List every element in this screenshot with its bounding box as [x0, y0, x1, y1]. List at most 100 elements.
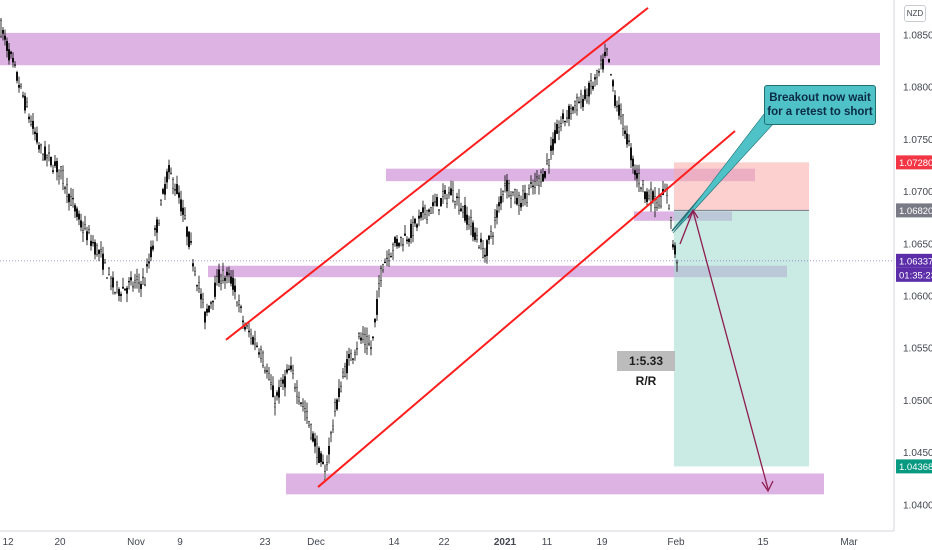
candle-body [174, 189, 176, 191]
candle [420, 211, 422, 221]
candle [332, 419, 334, 434]
candle [32, 113, 34, 135]
candle [448, 186, 450, 199]
candle-body [164, 184, 166, 195]
candle-body [560, 123, 562, 127]
candle-body [230, 276, 232, 284]
candle-body [608, 58, 610, 63]
candle [436, 193, 438, 207]
candle [258, 348, 260, 358]
candle [484, 247, 486, 263]
candle-body [512, 191, 514, 193]
candle-body [632, 158, 634, 167]
candle-body [350, 353, 352, 361]
retest-arrowhead [687, 208, 699, 219]
candle [16, 70, 18, 84]
candle-body [456, 196, 458, 198]
candle [326, 455, 328, 471]
candle [430, 206, 432, 214]
candle [142, 268, 144, 285]
candle-body [462, 206, 464, 213]
candle-body [232, 277, 234, 290]
stop-loss-zone [674, 162, 809, 211]
candle [8, 43, 10, 65]
candle-body [418, 215, 420, 219]
candle-body [344, 366, 346, 377]
candle [126, 285, 128, 303]
candle-body [528, 188, 530, 196]
candle [168, 159, 170, 180]
candle [656, 197, 658, 211]
candle [34, 127, 36, 141]
candle-body [170, 172, 172, 175]
candle-body [86, 231, 88, 241]
price-label-bar-countdown: 01:35:23 [896, 267, 932, 282]
candle-body [616, 105, 618, 108]
candle [316, 435, 318, 465]
candle [312, 431, 314, 443]
candle [526, 193, 528, 208]
candle-body [472, 222, 474, 237]
candle [202, 292, 204, 309]
candle [396, 234, 398, 249]
candle [280, 377, 282, 387]
candle-body [320, 453, 322, 463]
candle-body [234, 285, 236, 292]
candle-body [562, 113, 564, 119]
candle [152, 240, 154, 252]
candle-body [292, 369, 294, 374]
candle [304, 400, 306, 421]
candle-body [338, 388, 340, 398]
price-label-box [896, 267, 932, 282]
candle-body [318, 447, 320, 463]
candle-body [26, 101, 28, 107]
candle [582, 94, 584, 111]
candle [440, 198, 442, 207]
candle-body [476, 235, 478, 240]
candle-body [428, 209, 430, 212]
candle-body [482, 248, 484, 258]
candle [400, 236, 402, 247]
candle [608, 58, 610, 64]
candle-body [180, 199, 182, 212]
candle [114, 291, 116, 295]
candle [554, 122, 556, 145]
candle-body [440, 198, 442, 207]
candle [666, 183, 668, 204]
x-tick-label: 2021 [494, 537, 517, 548]
candle [298, 391, 300, 406]
candle-body [502, 191, 504, 195]
candle-body [192, 263, 194, 267]
candle [648, 189, 650, 201]
candle [354, 349, 356, 361]
take-profit-zone [674, 210, 809, 467]
candle [44, 140, 46, 162]
candle [328, 437, 330, 464]
candle [22, 91, 24, 99]
candle [670, 216, 672, 230]
candle [676, 259, 678, 272]
candle [270, 374, 272, 390]
candle [414, 217, 416, 227]
candle-body [366, 335, 368, 349]
x-tick-label: 14 [388, 537, 400, 548]
candle-body [50, 156, 52, 166]
candle [380, 265, 382, 288]
candle-body [0, 20, 2, 37]
currency-badge[interactable]: NZD [904, 5, 926, 22]
candle-body [4, 35, 6, 40]
candle [604, 43, 606, 58]
candle [644, 191, 646, 204]
candle-body [332, 425, 334, 430]
candle-body [246, 325, 248, 327]
candle [256, 342, 258, 348]
candle-body [222, 270, 224, 281]
candle [134, 273, 136, 289]
candle-body [156, 219, 158, 233]
candle-body [552, 138, 554, 151]
candle-body [130, 277, 132, 281]
candle [296, 380, 298, 405]
candle [194, 266, 196, 277]
